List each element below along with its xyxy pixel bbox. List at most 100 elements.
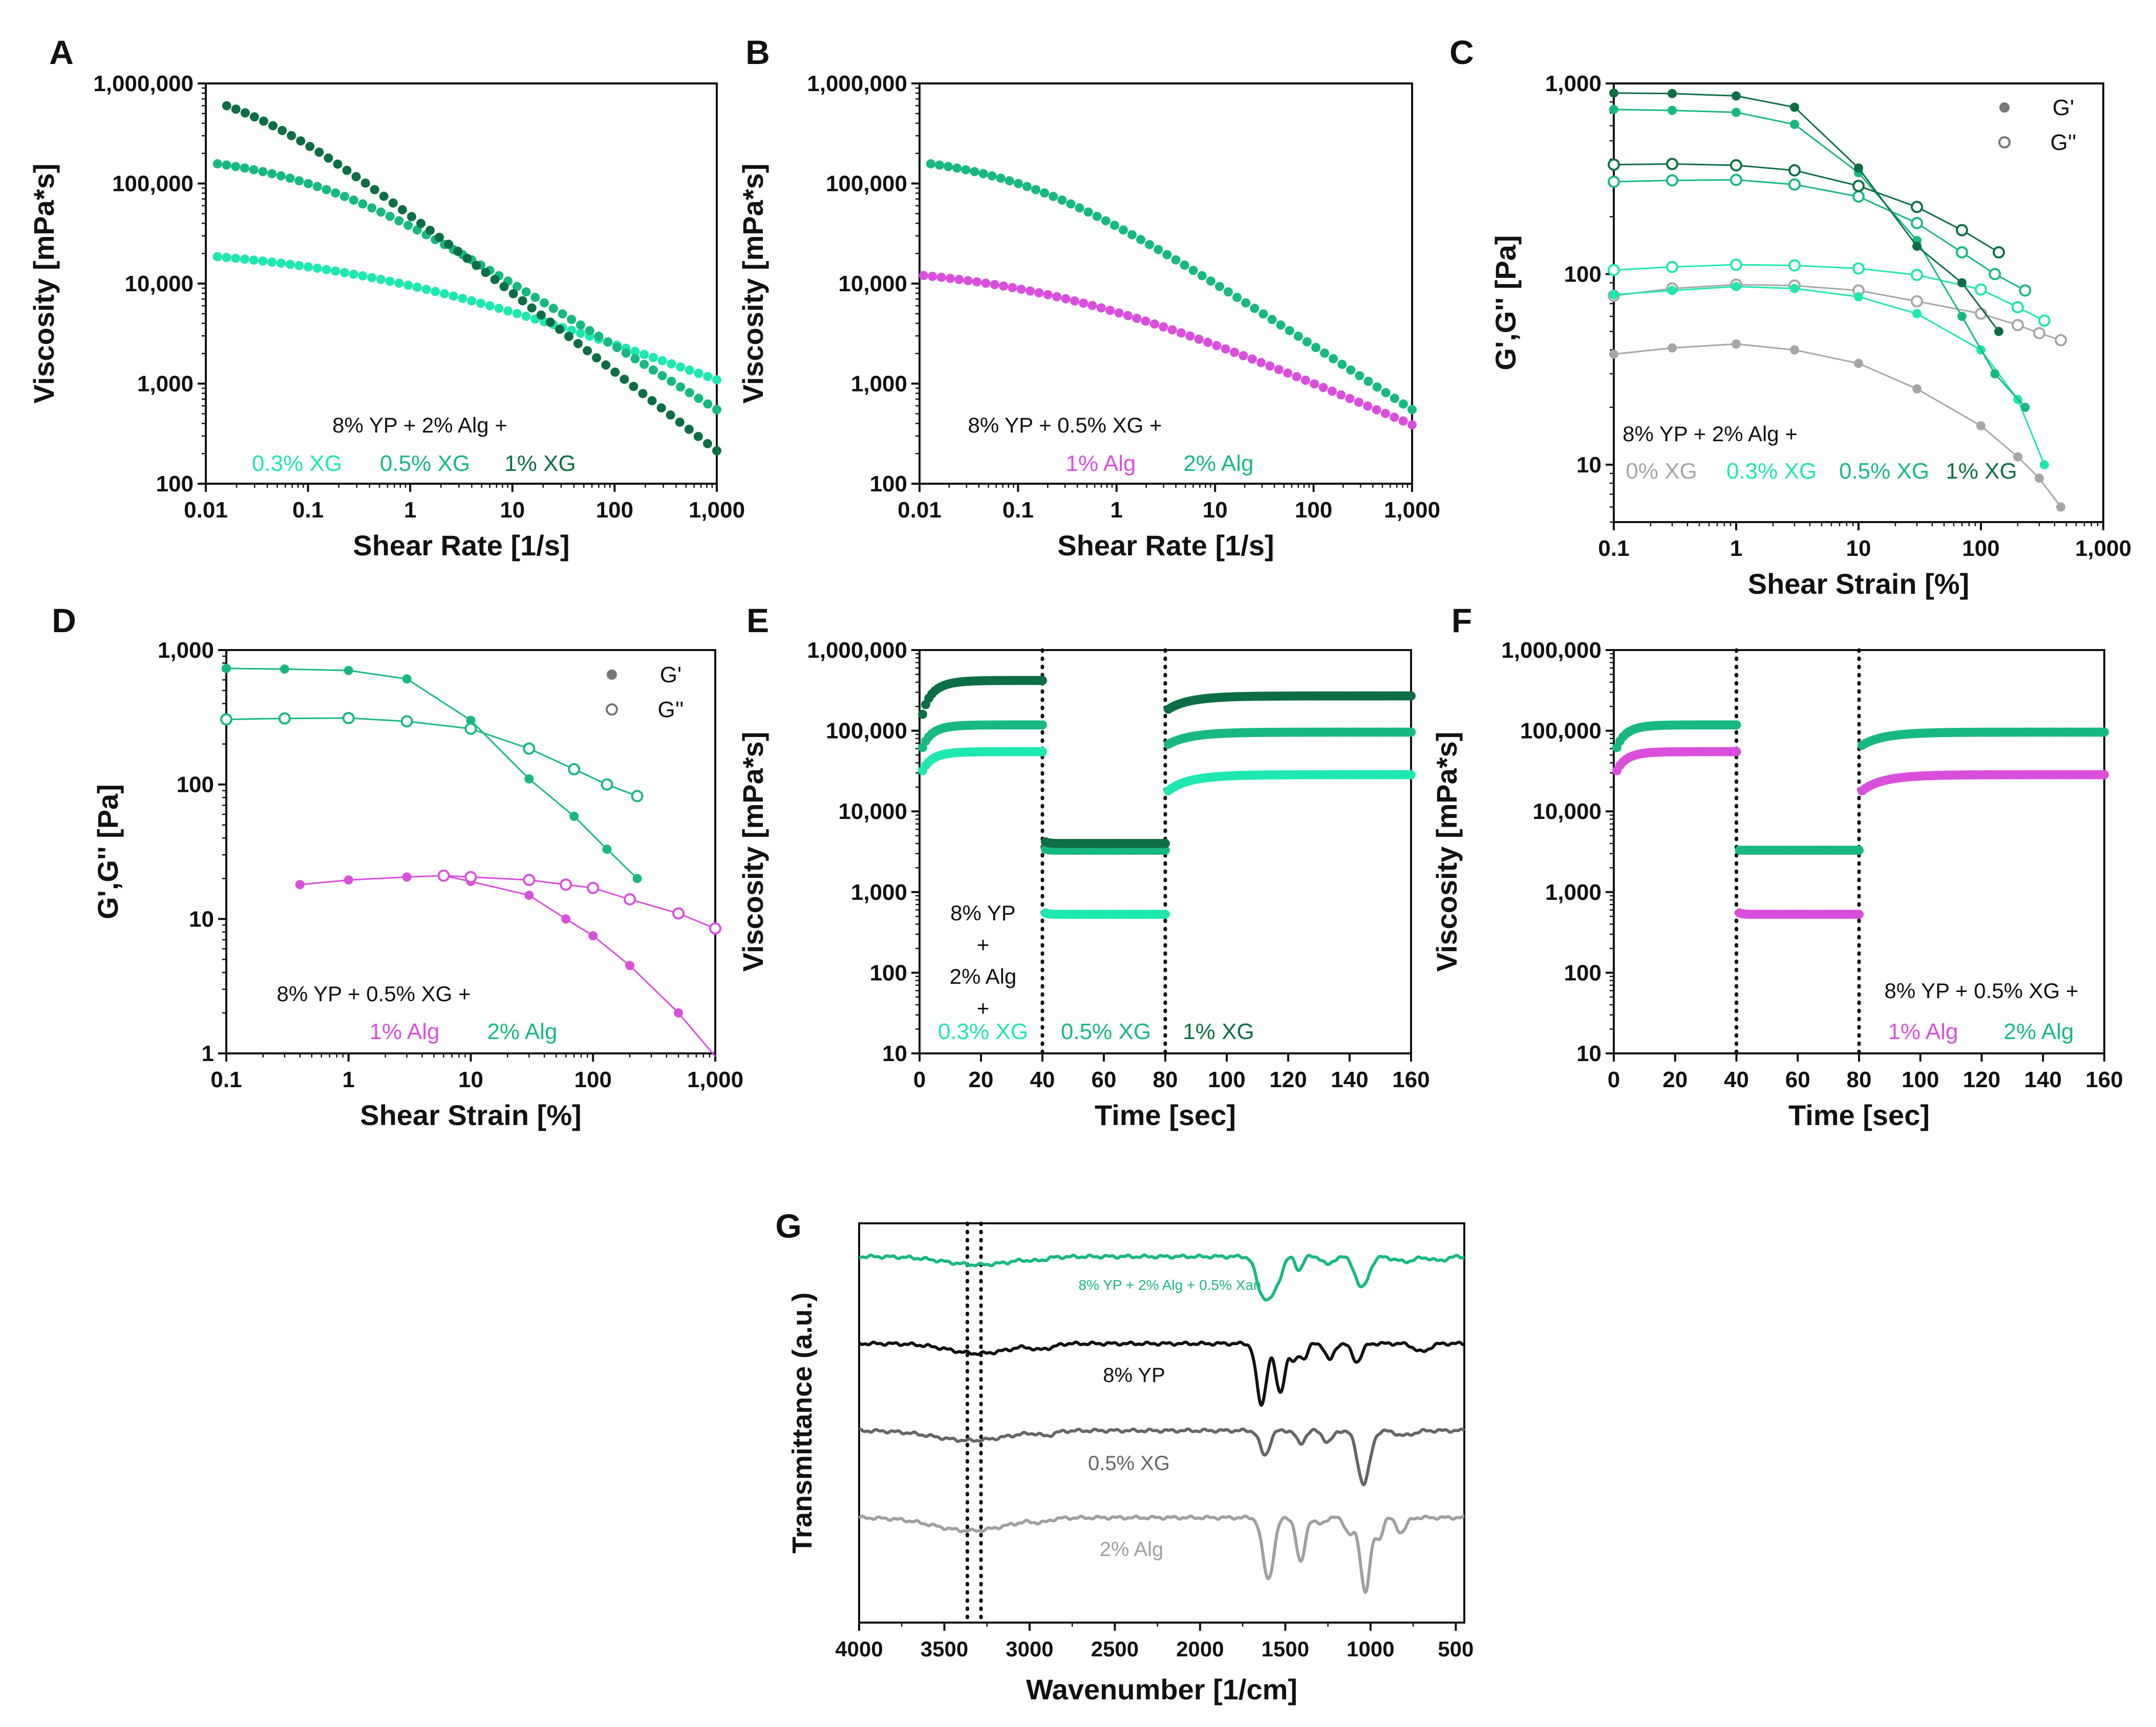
data-point — [1310, 379, 1319, 389]
data-point — [466, 716, 476, 725]
data-point — [601, 360, 611, 370]
data-point — [1075, 203, 1084, 213]
series-0-3-xg-g- — [1609, 282, 2049, 469]
data-point — [440, 289, 450, 298]
data-point — [1083, 207, 1093, 217]
data-point — [1136, 235, 1146, 245]
data-point — [1320, 348, 1330, 358]
data-point — [1329, 354, 1338, 363]
series-0-5-xg — [918, 720, 1416, 855]
x-tick-label: 2000 — [1176, 1637, 1224, 1661]
data-point — [918, 709, 927, 719]
panel-C-axes: C 0.1 1 10 100 1,000 10 100 1,000 Shear Strain [%… — [1449, 33, 2131, 600]
data-point — [712, 375, 721, 384]
panel-letter-C: C — [1449, 33, 1474, 71]
data-point — [1293, 331, 1303, 341]
data-point — [1372, 405, 1381, 415]
data-point — [567, 315, 577, 325]
series-0-3-xg — [918, 747, 1416, 919]
data-point-open — [1730, 159, 1742, 171]
spectrum-label: 8% YP — [1103, 1364, 1165, 1387]
x-tick-label: 0.1 — [292, 498, 324, 523]
data-point-open — [523, 742, 536, 755]
data-point — [267, 257, 277, 267]
data-point-open — [437, 869, 450, 882]
y-tick-label: 1,000 — [851, 880, 907, 905]
data-point — [314, 147, 324, 157]
data-point — [249, 112, 259, 122]
data-point — [1732, 91, 1741, 101]
annotation: 2% Alg — [950, 964, 1017, 988]
data-point — [2039, 460, 2049, 469]
data-point — [548, 304, 558, 313]
data-point-open — [1788, 178, 1801, 191]
data-point — [481, 268, 490, 277]
data-point — [1363, 401, 1373, 411]
data-point — [1668, 286, 1677, 295]
data-point — [312, 263, 322, 273]
data-point — [612, 342, 622, 352]
data-point — [1022, 182, 1032, 191]
data-point — [1162, 250, 1172, 260]
legend-label: G' — [2053, 95, 2075, 120]
data-point — [1161, 838, 1170, 848]
spectrum-line — [858, 1427, 1465, 1486]
data-point — [276, 171, 286, 181]
x-tick-label: 60 — [1092, 1067, 1117, 1092]
data-point — [999, 281, 1009, 291]
data-point-open — [1608, 158, 1620, 171]
data-point — [494, 304, 504, 313]
data-point-open — [631, 790, 644, 803]
data-point — [564, 332, 574, 341]
x-tick-label: 160 — [1392, 1067, 1429, 1092]
data-point — [2013, 452, 2022, 462]
data-point — [402, 872, 412, 882]
series-0-3-xg-g- — [1608, 258, 2051, 327]
spectrum-2-alg: 2% Alg — [858, 1514, 1465, 1594]
data-point — [1398, 399, 1408, 409]
data-point — [521, 287, 531, 297]
data-point — [276, 258, 286, 268]
data-point — [676, 382, 686, 392]
series-label: 1% XG — [1183, 1019, 1254, 1044]
data-point — [1790, 102, 1800, 112]
data-point — [685, 365, 694, 375]
data-point — [684, 424, 694, 434]
series-label: 1% Alg — [1066, 451, 1136, 476]
legend-marker-open — [606, 703, 618, 716]
data-point — [1052, 292, 1062, 301]
data-point — [1732, 339, 1741, 349]
data-point — [667, 377, 676, 386]
series-label: 0.5% XG — [1839, 459, 1929, 484]
y-tick-label: 10 — [1576, 1041, 1602, 1066]
data-point — [376, 274, 386, 284]
data-point — [573, 339, 583, 349]
data-point — [1038, 676, 1047, 685]
series-line — [443, 875, 716, 930]
data-point — [212, 252, 222, 262]
data-point — [394, 216, 404, 226]
legend-label: G' — [660, 662, 682, 687]
data-point — [503, 306, 513, 316]
y-tick-label: 10 — [1576, 452, 1602, 478]
data-point — [258, 256, 268, 266]
series-1-alg — [919, 271, 1417, 429]
data-point — [449, 291, 458, 301]
data-point — [1034, 288, 1044, 298]
data-point-open — [587, 881, 600, 894]
panel-letter-B: B — [745, 33, 770, 71]
y-axis-title: Viscosity [mPa*s] — [737, 732, 769, 972]
data-point — [435, 232, 444, 242]
y-tick-label: 100 — [870, 471, 907, 496]
data-point — [305, 142, 315, 152]
data-point — [540, 298, 549, 308]
series-line — [1613, 109, 2026, 408]
x-tick-label: 1000 — [1347, 1637, 1394, 1661]
data-point — [1337, 359, 1347, 369]
data-point — [621, 348, 631, 358]
y-tick-label: 1,000 — [137, 372, 194, 397]
series-0-5-xg — [212, 159, 721, 415]
series-2-alg-g- — [222, 663, 642, 883]
panel-letter-E: E — [746, 601, 769, 639]
data-point — [981, 278, 991, 288]
